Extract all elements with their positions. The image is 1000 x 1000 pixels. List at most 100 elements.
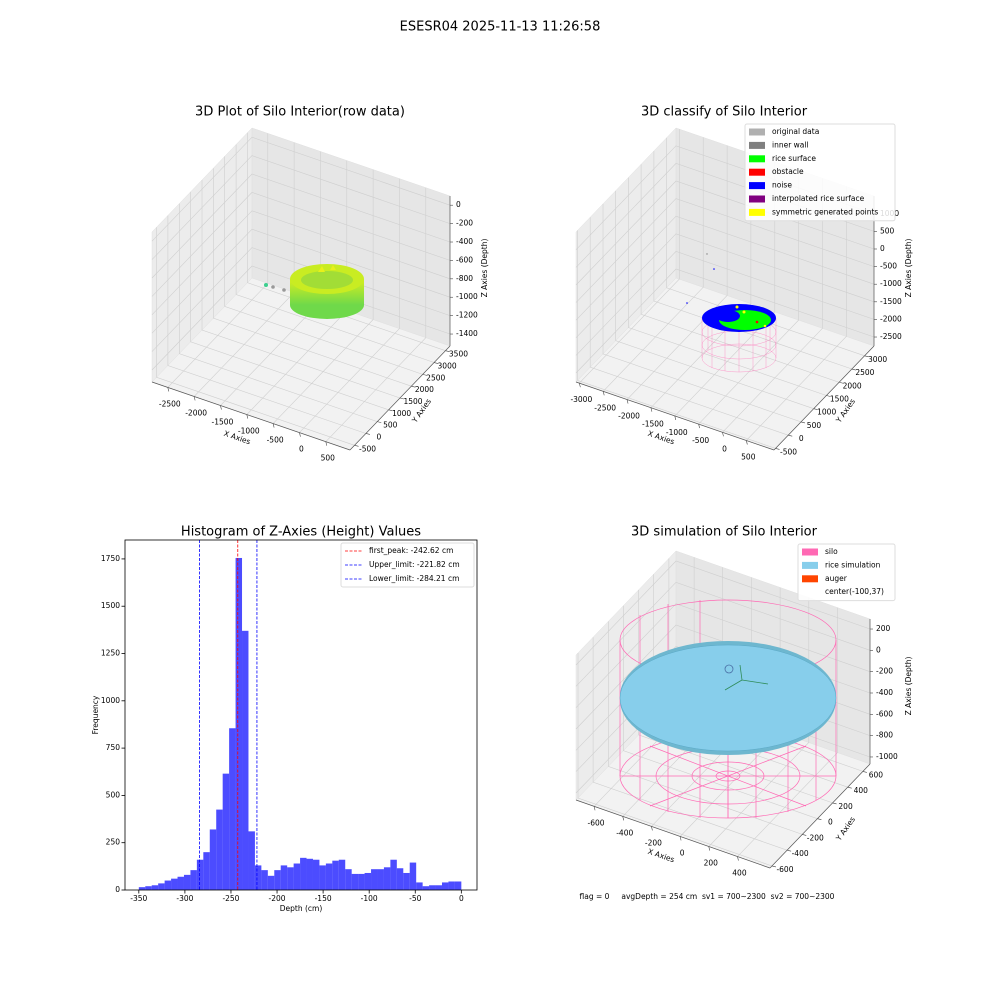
bar bbox=[145, 886, 152, 890]
tick-mark bbox=[813, 408, 818, 411]
tick-mark bbox=[626, 399, 629, 404]
grid-line bbox=[628, 177, 827, 396]
grid-line bbox=[746, 186, 847, 441]
z-tick-label: 0 bbox=[876, 645, 881, 654]
bar bbox=[158, 883, 165, 890]
bar bbox=[416, 882, 423, 890]
grid-line bbox=[607, 621, 803, 835]
grid-line bbox=[575, 581, 871, 687]
grid-line bbox=[575, 215, 875, 321]
x-axis bbox=[575, 381, 775, 451]
tick-mark bbox=[246, 414, 249, 419]
z-tick-label: -500 bbox=[880, 262, 897, 271]
bar bbox=[183, 874, 191, 890]
tick-mark bbox=[775, 448, 780, 450]
tick-mark bbox=[788, 434, 793, 437]
tick-mark bbox=[864, 355, 869, 358]
tick-mark bbox=[679, 836, 682, 841]
grid-line bbox=[213, 168, 412, 387]
legend-box bbox=[340, 542, 475, 588]
tick-mark bbox=[650, 407, 653, 412]
bar bbox=[209, 829, 217, 890]
y-axis bbox=[769, 763, 871, 869]
grid-line bbox=[575, 198, 875, 303]
bar bbox=[274, 870, 281, 890]
x-tick-label: 500 bbox=[741, 452, 756, 461]
y-tick-label: 1750 bbox=[101, 554, 120, 563]
x-axis bbox=[575, 799, 771, 869]
y-tick-label: 2500 bbox=[855, 368, 874, 377]
bar bbox=[409, 862, 417, 890]
grid-line bbox=[272, 169, 374, 424]
tick-mark bbox=[399, 397, 405, 400]
point-clouds bbox=[264, 253, 837, 819]
tick-mark bbox=[434, 362, 439, 364]
tick-mark bbox=[377, 421, 382, 423]
grid-line bbox=[575, 233, 875, 339]
tick-mark bbox=[817, 818, 822, 820]
tick-mark bbox=[422, 374, 427, 376]
chart-title: Histogram of Z-Axies (Height) Values bbox=[181, 525, 421, 540]
y-tick-label: 500 bbox=[383, 421, 398, 430]
y-tick-label: 2500 bbox=[426, 373, 445, 382]
tick-mark bbox=[272, 423, 275, 428]
bar bbox=[196, 859, 204, 890]
tick-mark bbox=[771, 865, 777, 868]
tick-mark bbox=[802, 834, 807, 836]
x-tick-label: -50 bbox=[409, 894, 421, 903]
legend-label: inner wall bbox=[772, 140, 809, 149]
x-tick-label: -400 bbox=[616, 828, 633, 837]
legend-label: obstacle bbox=[772, 167, 804, 176]
legend-label: first_peak: -242.62 cm bbox=[369, 546, 453, 555]
grid-line bbox=[640, 164, 840, 383]
bar bbox=[325, 863, 333, 890]
tick-mark bbox=[851, 368, 856, 371]
bar bbox=[441, 882, 449, 890]
grid-line bbox=[602, 203, 802, 423]
grid-line bbox=[151, 155, 451, 260]
x-tick-label: -600 bbox=[588, 818, 605, 827]
x-axis-label: Depth (cm) bbox=[280, 904, 323, 913]
z-tick-label: -2500 bbox=[880, 332, 902, 341]
x-tick-label: -1500 bbox=[212, 418, 234, 427]
tick-mark bbox=[708, 846, 711, 851]
tick-mark bbox=[167, 387, 170, 392]
grid-line bbox=[151, 247, 451, 352]
y-tick-label: 500 bbox=[807, 421, 822, 430]
chart-title: 3D simulation of Silo Interior bbox=[631, 525, 818, 540]
x-tick-label: -500 bbox=[692, 436, 709, 445]
grid-line bbox=[151, 136, 451, 242]
y-tick-label: 400 bbox=[854, 786, 869, 795]
grid-line bbox=[235, 144, 435, 363]
grid-line bbox=[325, 187, 427, 442]
grid-line bbox=[201, 180, 401, 399]
tick-mark bbox=[787, 849, 792, 852]
zlabel-axis-label: Z Axies (Depth) bbox=[480, 239, 489, 298]
grid-line bbox=[224, 156, 423, 375]
bar bbox=[338, 859, 346, 890]
y-tick-label: 1500 bbox=[101, 601, 120, 610]
grid-line bbox=[299, 178, 400, 433]
tick-mark bbox=[299, 432, 301, 437]
z-tick-label: -1400 bbox=[456, 329, 478, 338]
legend-swatch bbox=[802, 561, 818, 569]
grid-line bbox=[167, 215, 366, 434]
bar bbox=[319, 865, 326, 890]
bar bbox=[222, 773, 230, 890]
x-tick-label: -3000 bbox=[570, 395, 592, 404]
z-tick-label: -200 bbox=[456, 219, 473, 228]
grid-line bbox=[626, 145, 728, 400]
x-tick-label: -2500 bbox=[159, 399, 181, 408]
z-tick-label: -600 bbox=[456, 255, 473, 264]
bar bbox=[242, 630, 249, 890]
legend-box bbox=[797, 543, 896, 602]
tick-mark bbox=[365, 433, 370, 435]
grid-line bbox=[151, 192, 451, 297]
legend-label: interpolated rice surface bbox=[772, 194, 865, 203]
tick-mark bbox=[354, 444, 359, 447]
grid-line bbox=[151, 265, 451, 371]
grid-line bbox=[575, 180, 875, 286]
y-tick-label: -500 bbox=[780, 447, 797, 456]
chart-title: 3D classify of Silo Interior bbox=[641, 105, 808, 120]
z-tick-label: -1000 bbox=[456, 292, 478, 301]
